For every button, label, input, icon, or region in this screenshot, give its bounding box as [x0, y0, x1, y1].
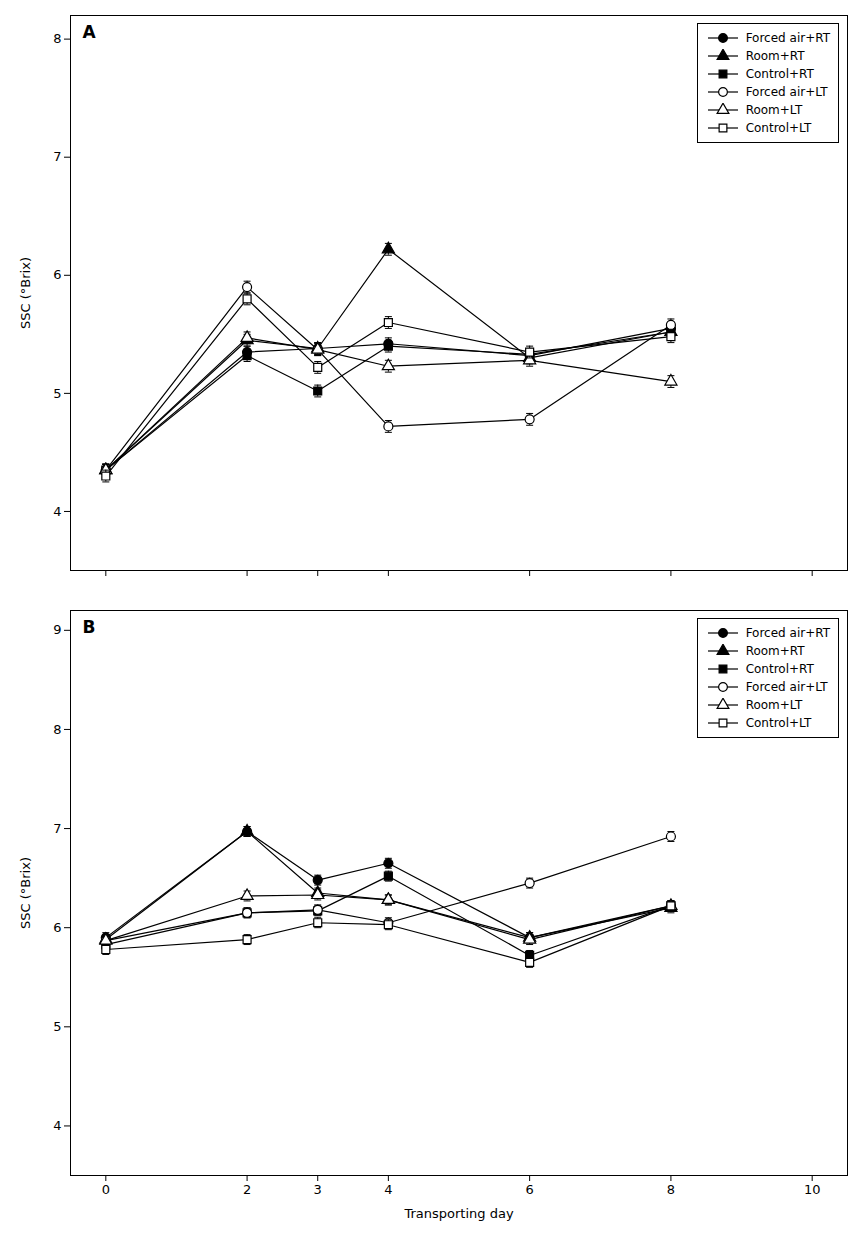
- svg-text:Transporting day: Transporting day: [403, 1206, 513, 1221]
- html-text:Forced air+RT: Forced air+RT: [745, 31, 830, 45]
- svg-text:8: 8: [53, 722, 61, 737]
- svg-text:4: 4: [53, 1118, 61, 1133]
- html-text:Room+RT: Room+RT: [745, 49, 805, 63]
- svg-text:3: 3: [314, 1182, 322, 1197]
- svg-text:SSC (°Brix): SSC (°Brix): [18, 857, 33, 929]
- svg-text:5: 5: [53, 386, 61, 401]
- html-text:Room+LT: Room+LT: [745, 698, 803, 712]
- html-text:Room+RT: Room+RT: [745, 644, 805, 658]
- svg-text:7: 7: [53, 821, 61, 836]
- svg-text:4: 4: [384, 1182, 392, 1197]
- html-text:Control+LT: Control+LT: [745, 716, 812, 730]
- svg-text:8: 8: [667, 1182, 675, 1197]
- svg-text:A: A: [83, 22, 97, 42]
- html-text:Forced air+LT: Forced air+LT: [745, 85, 828, 99]
- html-text:Forced air+RT: Forced air+RT: [745, 626, 830, 640]
- html-text:Control+RT: Control+RT: [745, 662, 814, 676]
- svg-text:5: 5: [53, 1019, 61, 1034]
- svg-text:9: 9: [53, 622, 61, 637]
- html-text:Control+LT: Control+LT: [745, 121, 812, 135]
- svg-text:0: 0: [102, 1182, 110, 1197]
- html-text:Room+LT: Room+LT: [745, 103, 803, 117]
- svg-text:B: B: [83, 617, 96, 637]
- svg-text:6: 6: [53, 267, 61, 282]
- svg-text:7: 7: [53, 149, 61, 164]
- svg-text:8: 8: [53, 31, 61, 46]
- svg-text:6: 6: [525, 1182, 533, 1197]
- svg-text:4: 4: [53, 504, 61, 519]
- svg-text:2: 2: [243, 1182, 251, 1197]
- html-text:Control+RT: Control+RT: [745, 67, 814, 81]
- svg-text:6: 6: [53, 920, 61, 935]
- svg-text:SSC (°Brix): SSC (°Brix): [18, 257, 33, 329]
- svg-text:10: 10: [804, 1182, 821, 1197]
- html-text:Forced air+LT: Forced air+LT: [745, 680, 828, 694]
